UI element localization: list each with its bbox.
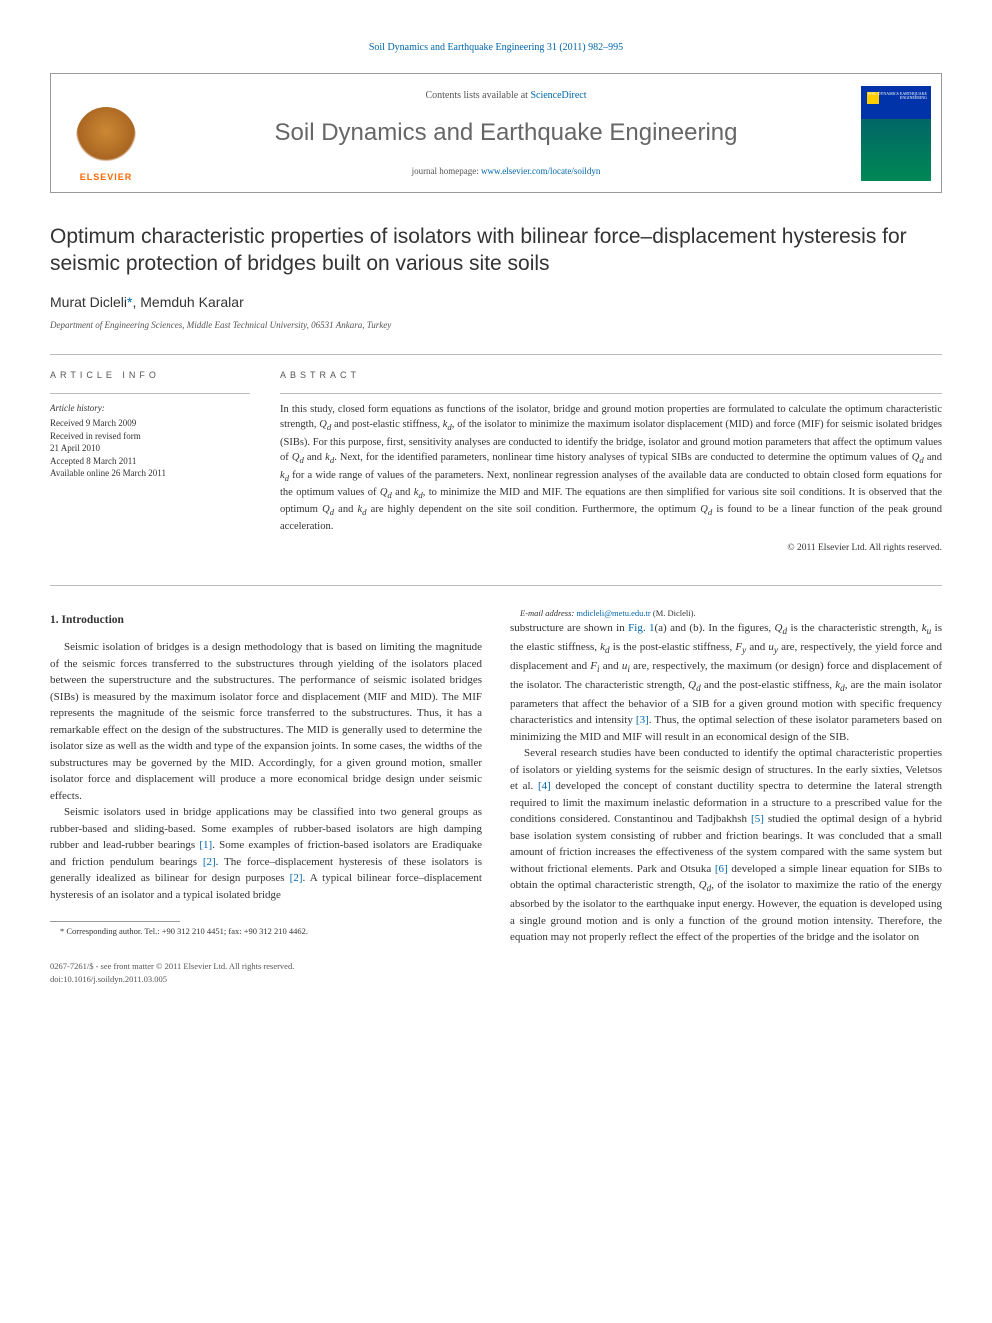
abstract-heading: ABSTRACT <box>280 369 942 383</box>
meta-row: ARTICLE INFO Article history: Received 9… <box>50 369 942 555</box>
footer-doi-line: doi:10.1016/j.soildyn.2011.03.005 <box>50 973 294 986</box>
email-label: E-mail address: <box>520 608 574 618</box>
history-item: Accepted 8 March 2011 <box>50 455 250 468</box>
body-divider-top <box>50 585 942 586</box>
journal-cover-icon: SOIL DYNAMICS EARTHQUAKE ENGINEERING <box>861 86 931 181</box>
body-paragraph: substructure are shown in Fig. 1(a) and … <box>510 620 942 745</box>
author-list: Murat Dicleli*, Memduh Karalar <box>50 292 942 313</box>
journal-reference: Soil Dynamics and Earthquake Engineering… <box>50 40 942 55</box>
abstract-divider <box>280 393 942 394</box>
history-item: Received in revised form <box>50 430 250 443</box>
email-link[interactable]: mdicleli@metu.edu.tr <box>576 608 650 618</box>
meta-divider-top <box>50 354 942 355</box>
history-item: Available online 26 March 2011 <box>50 467 250 480</box>
footnote-divider <box>50 921 180 922</box>
email-footnote: E-mail address: mdicleli@metu.edu.tr (M.… <box>510 608 942 620</box>
contents-lists-line: Contents lists available at ScienceDirec… <box>425 88 586 103</box>
article-info-block: ARTICLE INFO Article history: Received 9… <box>50 369 250 555</box>
journal-title: Soil Dynamics and Earthquake Engineering <box>275 115 738 151</box>
body-columns: 1. Introduction Seismic isolation of bri… <box>50 608 942 946</box>
abstract-copyright: © 2011 Elsevier Ltd. All rights reserved… <box>280 541 942 555</box>
body-paragraph: Seismic isolation of bridges is a design… <box>50 639 482 804</box>
corresponding-author-footnote: * Corresponding author. Tel.: +90 312 21… <box>50 926 482 938</box>
cover-thumb-block: SOIL DYNAMICS EARTHQUAKE ENGINEERING <box>851 74 941 192</box>
article-info-heading: ARTICLE INFO <box>50 369 250 383</box>
contents-prefix: Contents lists available at <box>425 90 530 101</box>
body-paragraph: Several research studies have been condu… <box>510 745 942 945</box>
abstract-block: ABSTRACT In this study, closed form equa… <box>280 369 942 555</box>
section-1-heading: 1. Introduction <box>50 612 482 629</box>
affiliation: Department of Engineering Sciences, Midd… <box>50 319 942 333</box>
footer-issn-line: 0267-7261/$ - see front matter © 2011 El… <box>50 960 294 973</box>
elsevier-label: ELSEVIER <box>80 171 133 185</box>
abstract-text: In this study, closed form equations as … <box>280 402 942 535</box>
homepage-prefix: journal homepage: <box>412 166 481 176</box>
history-label: Article history: <box>50 402 250 416</box>
homepage-link[interactable]: www.elsevier.com/locate/soildyn <box>481 166 600 176</box>
body-paragraph: Seismic isolators used in bridge applica… <box>50 804 482 903</box>
info-divider <box>50 393 250 394</box>
page-footer: 0267-7261/$ - see front matter © 2011 El… <box>50 960 942 986</box>
history-item: 21 April 2010 <box>50 442 250 455</box>
history-item: Received 9 March 2009 <box>50 417 250 430</box>
journal-ref-link[interactable]: Soil Dynamics and Earthquake Engineering… <box>369 42 623 53</box>
journal-homepage-line: journal homepage: www.elsevier.com/locat… <box>412 165 601 179</box>
sciencedirect-link[interactable]: ScienceDirect <box>530 90 586 101</box>
article-title: Optimum characteristic properties of iso… <box>50 223 942 278</box>
cover-thumb-text: SOIL DYNAMICS EARTHQUAKE ENGINEERING <box>861 92 927 101</box>
email-who: (M. Dicleli). <box>653 608 696 618</box>
publisher-logo-block: ELSEVIER <box>51 74 161 192</box>
elsevier-tree-icon <box>76 107 136 167</box>
header-center: Contents lists available at ScienceDirec… <box>161 74 851 192</box>
footer-left: 0267-7261/$ - see front matter © 2011 El… <box>50 960 294 986</box>
journal-header-box: ELSEVIER Contents lists available at Sci… <box>50 73 942 193</box>
